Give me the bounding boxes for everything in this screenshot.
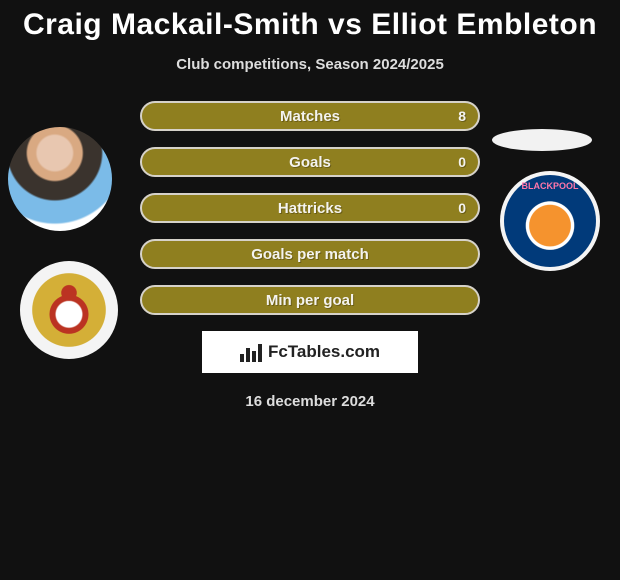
branding-box: FcTables.com <box>202 331 418 373</box>
stat-label: Min per goal <box>266 292 354 309</box>
stats-rows: Matches 8 Goals 0 Hattricks 0 Goals per … <box>140 101 480 315</box>
comparison-panel: Matches 8 Goals 0 Hattricks 0 Goals per … <box>0 101 620 410</box>
stat-label: Goals per match <box>251 246 369 263</box>
page-title: Craig Mackail-Smith vs Elliot Embleton <box>0 0 620 42</box>
player-left-photo <box>8 127 112 231</box>
player-right-photo <box>492 129 592 151</box>
footer-date: 16 december 2024 <box>0 393 620 410</box>
stat-row: Goals per match <box>140 239 480 269</box>
stat-row: Matches 8 <box>140 101 480 131</box>
stat-label: Goals <box>289 154 331 171</box>
bars-icon <box>240 342 262 362</box>
stat-row: Min per goal <box>140 285 480 315</box>
stat-right-value: 0 <box>458 154 466 170</box>
stat-row: Goals 0 <box>140 147 480 177</box>
stat-right-value: 0 <box>458 200 466 216</box>
club-crest-right <box>500 171 600 271</box>
stat-row: Hattricks 0 <box>140 193 480 223</box>
stat-label: Hattricks <box>278 200 342 217</box>
stat-label: Matches <box>280 108 340 125</box>
club-crest-left <box>20 261 118 359</box>
stat-right-value: 8 <box>458 108 466 124</box>
branding-text: FcTables.com <box>268 342 380 362</box>
subtitle: Club competitions, Season 2024/2025 <box>0 56 620 73</box>
